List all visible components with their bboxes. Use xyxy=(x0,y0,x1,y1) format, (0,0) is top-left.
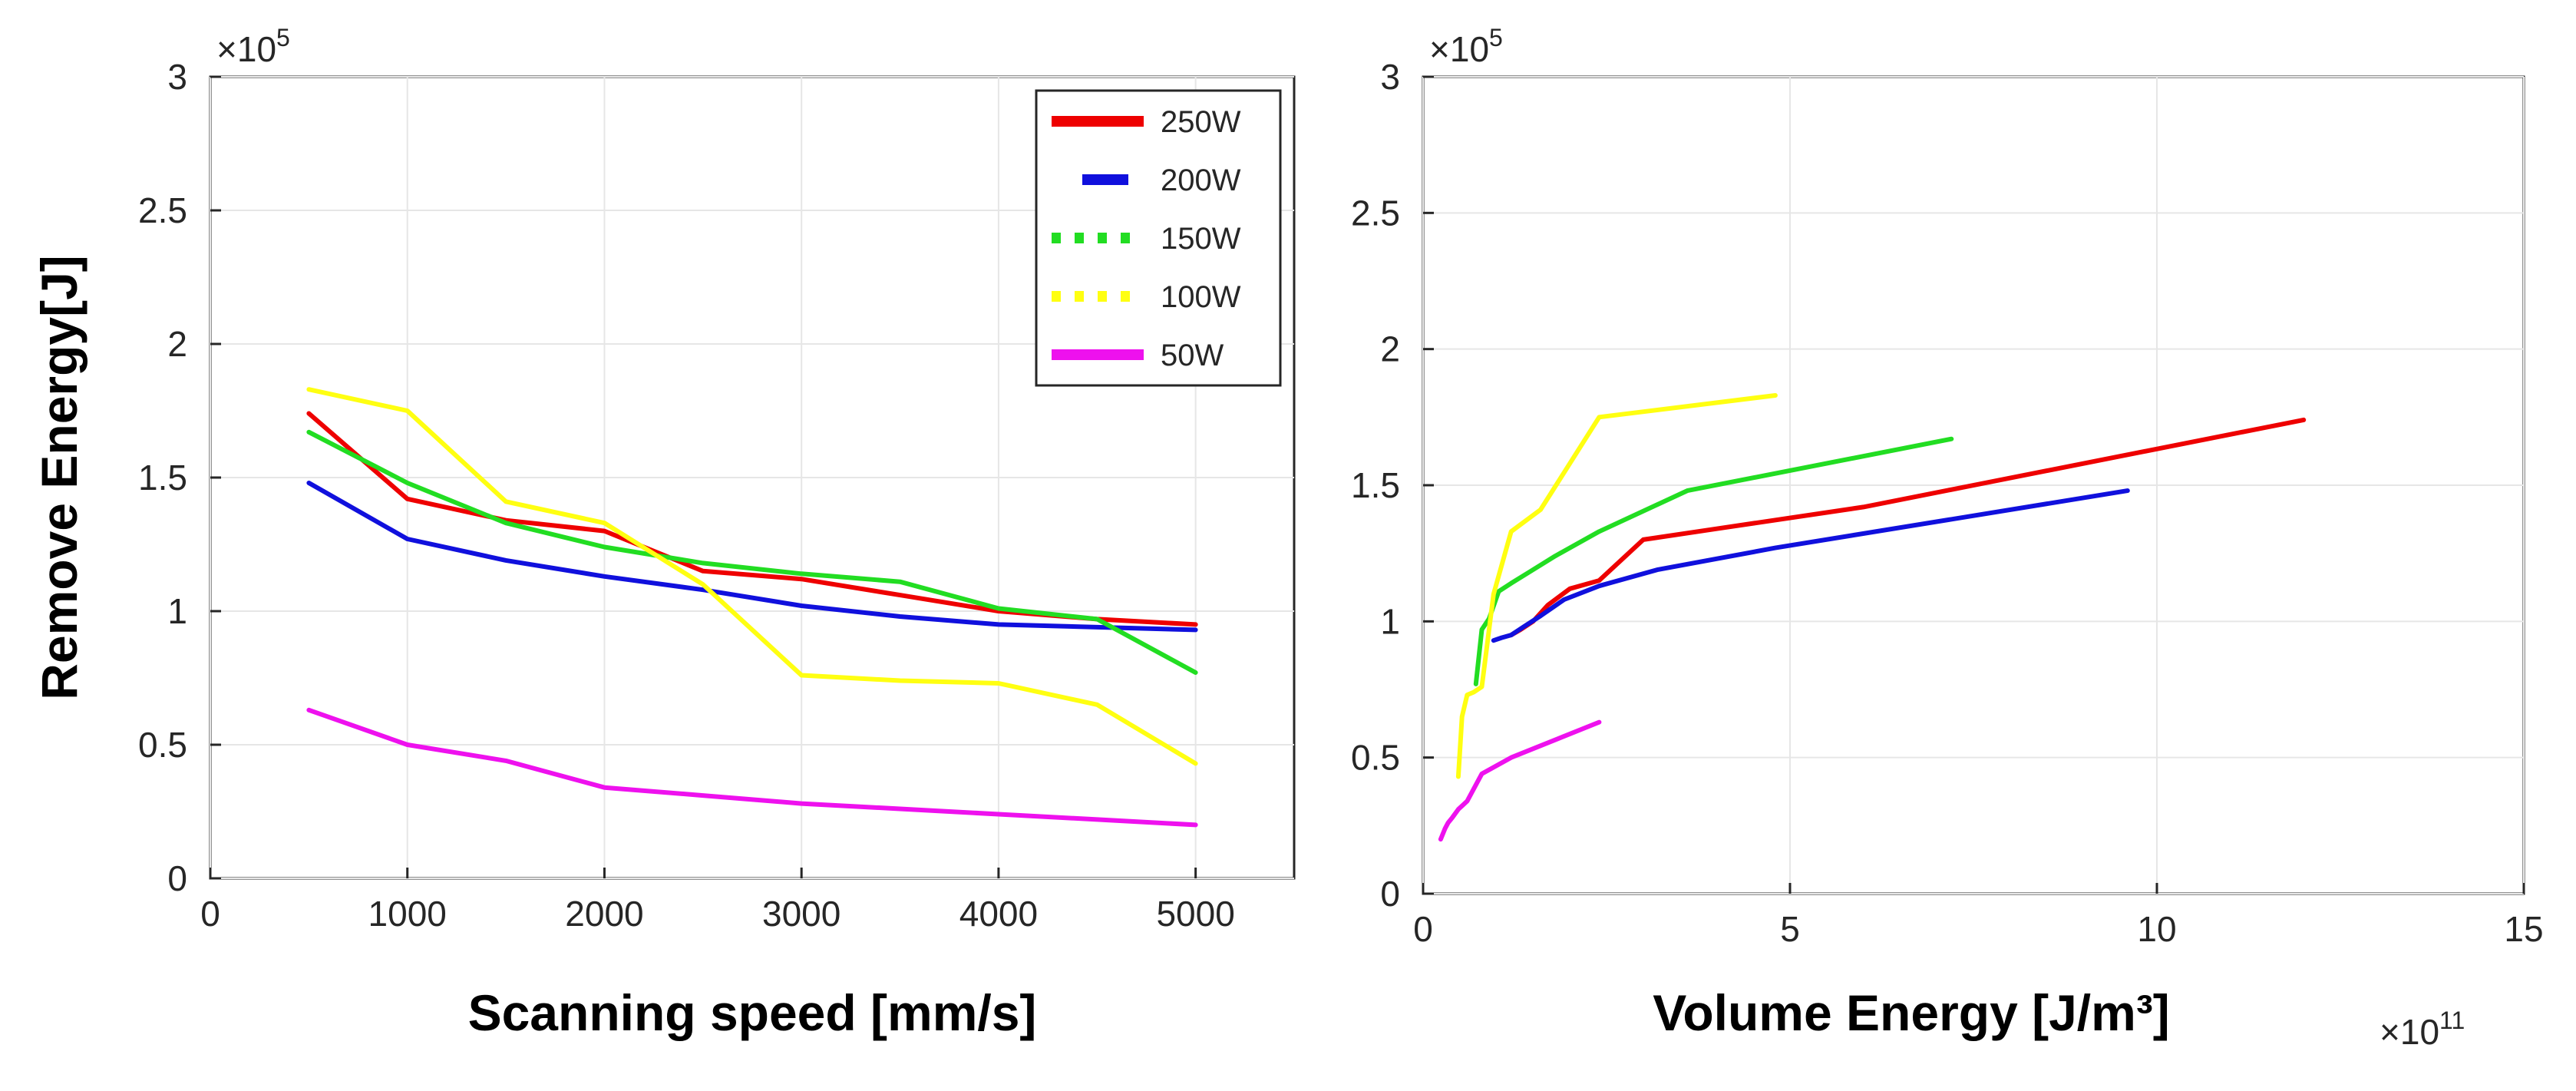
right-series xyxy=(1438,393,2307,842)
left-y-tick-label: 3 xyxy=(167,57,187,97)
right-series-line-50w xyxy=(1438,719,1602,842)
right-y-tick-label: 0 xyxy=(1380,874,1400,914)
right-series-line-100w xyxy=(1455,393,1778,779)
left-series-line-50w xyxy=(306,707,1198,828)
left-x-tick-label: 4000 xyxy=(959,894,1038,934)
right-ticks: 0 0.5 1 1.5 2 2.5 3 0 5 10 15 xyxy=(1351,57,2544,949)
legend-items: 250W 200W 150W 100W 50W xyxy=(1052,105,1241,372)
left-y-tick-label: 2.5 xyxy=(138,190,187,230)
left-y-tick-label: 0.5 xyxy=(138,725,187,765)
legend-label-250w: 250W xyxy=(1161,105,1241,139)
right-chart: 00.511.522.530 5 10 15 ×105 ×1011 Volume En… xyxy=(1351,24,2544,1052)
left-x-tick-label: 0 xyxy=(200,894,220,934)
left-x-tick-label: 5000 xyxy=(1156,894,1234,934)
right-y-tick-label: 3 xyxy=(1380,57,1400,97)
legend: 250W 200W 150W 100W 50W xyxy=(1035,89,1282,387)
left-series-line-200w xyxy=(306,481,1198,633)
left-series xyxy=(306,387,1198,828)
left-y-tick-label: 1.5 xyxy=(138,458,187,498)
left-y-tick-label: 0 xyxy=(167,858,187,898)
legend-label-200w: 200W xyxy=(1161,164,1241,197)
left-series-line-150w xyxy=(306,429,1198,675)
right-series-line-150w xyxy=(1473,436,1954,686)
right-x-tick-label: 10 xyxy=(2137,909,2176,949)
right-x-tick-label: 5 xyxy=(1780,909,1800,949)
left-grid xyxy=(210,76,1294,879)
left-x-tick-label: 3000 xyxy=(762,894,841,934)
right-y-tick-label: 2 xyxy=(1380,329,1400,369)
right-series-line-200w xyxy=(1491,488,2130,643)
right-y-tick-label: 1.5 xyxy=(1351,465,1400,505)
left-ticks: 0 0.5 1 1.5 2 2.5 3 0 1000 2000 3000 4000 5000 xyxy=(138,57,1235,934)
left-x-tick-label: 2000 xyxy=(565,894,643,934)
left-y-tick-label: 2 xyxy=(167,324,187,364)
right-x-axis-title: Volume Energy [J/m³] xyxy=(1653,984,2170,1041)
legend-label-100w: 100W xyxy=(1161,280,1241,314)
left-chart: 00.511.522.530 1000 2000 3000 4000 5000 ×105 … xyxy=(31,24,1296,1041)
left-y-axis-title: Remove Energy[J] xyxy=(31,255,88,700)
right-y-tick-label: 0.5 xyxy=(1351,738,1400,778)
left-y-tick-label: 1 xyxy=(167,591,187,631)
left-x-tick-label: 1000 xyxy=(368,894,447,934)
legend-label-50w: 50W xyxy=(1161,339,1224,372)
right-x-tick-label: 0 xyxy=(1413,909,1433,949)
left-x-axis-title: Scanning speed [mm/s] xyxy=(468,984,1037,1041)
right-y-tick-label: 1 xyxy=(1380,601,1400,641)
left-series-line-100w xyxy=(306,387,1198,766)
right-y-tick-label: 2.5 xyxy=(1351,193,1400,233)
right-x-tick-label: 15 xyxy=(2504,909,2543,949)
legend-box xyxy=(1035,89,1282,387)
legend-label-150w: 150W xyxy=(1161,222,1241,256)
